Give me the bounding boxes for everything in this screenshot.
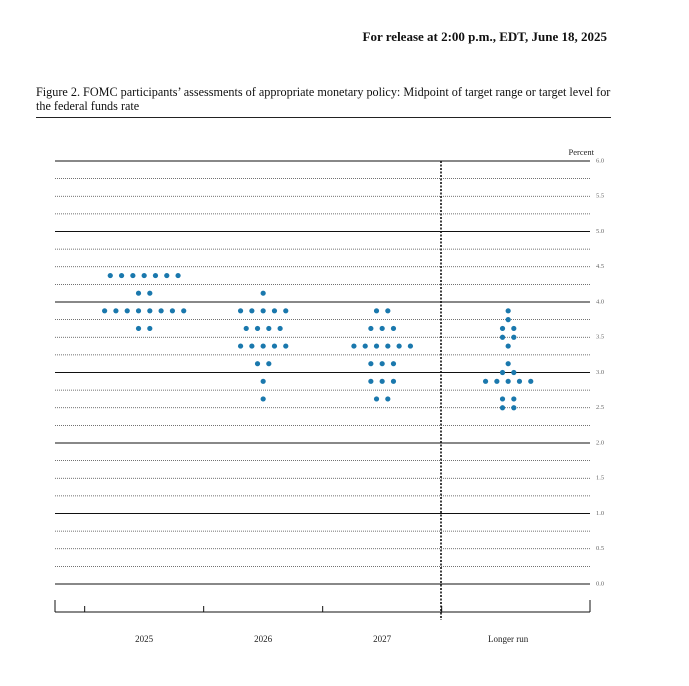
participant-dot <box>147 290 153 296</box>
participant-dot <box>141 272 147 279</box>
y-tick-label: 1.5 <box>596 475 604 482</box>
participant-dot <box>390 361 397 367</box>
participant-dot <box>511 325 517 332</box>
participant-dot <box>283 308 289 314</box>
y-tick-label: 3.5 <box>596 334 604 341</box>
participant-dot <box>385 308 391 314</box>
participant-dot <box>181 308 187 314</box>
participant-dot <box>254 361 261 367</box>
participant-dot <box>283 343 289 349</box>
participant-dot <box>102 308 108 314</box>
participant-dot <box>505 378 511 384</box>
participant-dot <box>135 325 142 332</box>
participant-dot <box>271 308 278 314</box>
participant-dot <box>494 378 500 384</box>
participant-dot <box>373 343 380 349</box>
participant-dot <box>368 378 374 384</box>
participant-dot <box>169 308 176 314</box>
figure-title: Figure 2. FOMC participants’ assessments… <box>36 85 611 113</box>
participant-dot <box>260 290 266 296</box>
participant-dot <box>266 361 272 367</box>
participant-dot <box>175 272 181 279</box>
participant-dot <box>368 361 374 367</box>
participant-dot <box>135 308 142 314</box>
participant-dot <box>505 308 511 314</box>
y-axis-label: Percent <box>569 147 595 157</box>
participant-dot <box>407 343 414 349</box>
participant-dot <box>511 396 517 402</box>
y-tick-label: 2.5 <box>596 404 604 411</box>
participant-dot <box>152 272 159 279</box>
y-tick-label: 1.0 <box>596 510 604 517</box>
participant-dot <box>528 378 534 384</box>
x-tick-label: 2025 <box>135 634 154 644</box>
participant-dot <box>511 334 517 340</box>
participant-dot <box>385 343 391 349</box>
participant-dot <box>373 308 380 314</box>
participant-dot <box>260 343 266 349</box>
y-tick-label: 0.5 <box>596 545 604 552</box>
participant-dot <box>351 343 357 349</box>
participant-dot <box>130 272 136 279</box>
y-tick-label: 0.0 <box>596 580 604 587</box>
participant-dot <box>499 334 506 340</box>
participant-dot <box>271 343 278 349</box>
y-tick-label: 3.0 <box>596 369 604 376</box>
participant-dot <box>254 325 261 332</box>
participant-dot <box>505 317 511 323</box>
x-tick-label: Longer run <box>488 634 529 644</box>
participant-dot <box>516 378 523 384</box>
participant-dot <box>373 396 380 402</box>
participant-dot <box>499 369 506 376</box>
participant-dot <box>266 325 272 332</box>
participant-dot <box>260 396 266 402</box>
participant-dot <box>511 405 517 411</box>
participant-dot <box>499 396 506 402</box>
participant-dot <box>249 343 255 349</box>
participant-dot <box>113 308 119 314</box>
participant-dot <box>243 325 249 332</box>
participant-dot <box>396 343 402 349</box>
participant-dot <box>107 272 113 279</box>
participant-dot <box>511 369 517 376</box>
participant-dot <box>368 325 374 332</box>
participant-dot <box>482 378 489 384</box>
participant-dot <box>379 361 385 367</box>
y-tick-label: 4.5 <box>596 263 604 270</box>
participant-dot <box>237 343 244 349</box>
participant-dot <box>260 308 266 314</box>
x-tick-label: 2027 <box>373 634 392 644</box>
participant-dot <box>277 325 283 332</box>
participant-dot <box>379 378 385 384</box>
participant-dot <box>124 308 130 314</box>
participant-dot <box>505 361 511 367</box>
participant-dot <box>505 343 511 349</box>
participant-dot <box>249 308 255 314</box>
participant-dot <box>390 325 397 332</box>
participant-dot <box>499 325 506 332</box>
participant-dot <box>379 325 385 332</box>
participant-dot <box>385 396 391 402</box>
y-tick-label: 5.5 <box>596 193 604 200</box>
participant-dot <box>237 308 244 314</box>
release-header: For release at 2:00 p.m., EDT, June 18, … <box>362 29 607 44</box>
participant-dot <box>164 272 170 279</box>
y-tick-label: 4.0 <box>596 298 604 305</box>
participant-dot <box>362 343 368 349</box>
participant-dot <box>499 405 506 411</box>
x-tick-label: 2026 <box>254 634 273 644</box>
participant-dot <box>147 325 153 332</box>
participant-dot <box>118 272 125 279</box>
participant-dot <box>390 378 397 384</box>
y-tick-label: 5.0 <box>596 228 604 235</box>
participant-dot <box>135 290 142 296</box>
participant-dot <box>260 378 266 384</box>
y-tick-label: 2.0 <box>596 439 604 446</box>
title-rule <box>36 117 611 118</box>
y-tick-label: 6.0 <box>596 157 604 164</box>
participant-dot <box>147 308 153 314</box>
participant-dot <box>158 308 164 314</box>
